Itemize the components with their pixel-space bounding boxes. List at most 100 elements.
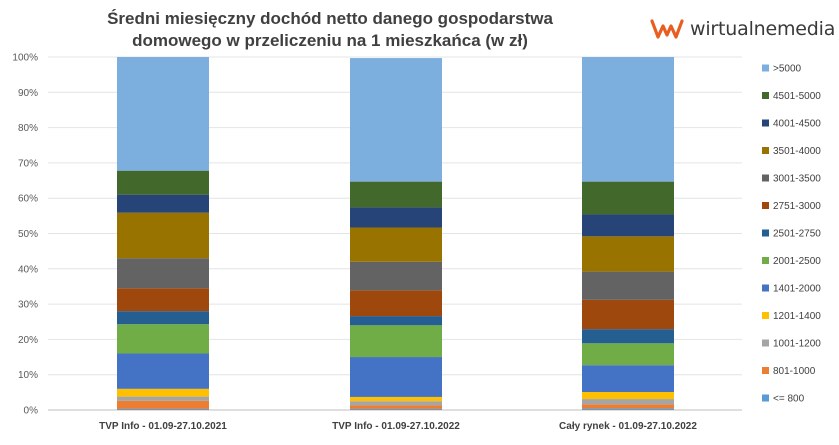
legend-label: 1401-2000: [773, 284, 821, 295]
y-tick-label: 10%: [18, 370, 38, 381]
bar-segment: [117, 396, 209, 401]
legend-swatch: [762, 257, 769, 264]
x-category-label: TVP Info - 01.09-27.10.2021: [99, 421, 227, 432]
bar-segment: [582, 299, 674, 330]
bar-segment: [582, 236, 674, 272]
x-category-label: TVP Info - 01.09-27.10.2022: [332, 421, 460, 432]
legend-item: 1401-2000: [762, 284, 821, 295]
bar-segment: [350, 181, 442, 208]
bar-segment: [350, 325, 442, 358]
legend-item: 1001-1200: [762, 339, 821, 350]
bar-segment: [350, 207, 442, 228]
legend-label: 3001-3500: [773, 174, 821, 185]
legend-label: 4501-5000: [773, 91, 821, 102]
bar-segment: [582, 329, 674, 344]
x-category-label: Cały rynek - 01.09-27.10.2022: [559, 421, 697, 432]
bar-segment: [117, 311, 209, 325]
bar-segment: [582, 404, 674, 409]
legend-item: 2751-3000: [762, 201, 821, 212]
bar-segment: [117, 170, 209, 195]
bar-segment: [350, 261, 442, 291]
legend-label: 3501-4000: [773, 146, 821, 157]
legend-swatch: [762, 92, 769, 99]
bar-segment: [117, 194, 209, 213]
legend-item: 3001-3500: [762, 174, 821, 185]
bars: [117, 57, 674, 410]
bar-segment: [582, 343, 674, 366]
chart-title: Średni miesięczny dochód netto danego go…: [40, 8, 620, 52]
y-tick-label: 70%: [18, 158, 38, 169]
legend-swatch: [762, 367, 769, 374]
y-axis: 0% 10% 20% 30% 40% 50% 60% 70% 80% 90% 100%: [12, 53, 38, 417]
legend-label: 2751-3000: [773, 201, 821, 212]
bar-segment: [582, 408, 674, 410]
chart-title-line-1: Średni miesięczny dochód netto danego go…: [107, 9, 553, 28]
legend-swatch: [762, 312, 769, 319]
y-tick-label: 40%: [18, 264, 38, 275]
legend-label: 1201-1400: [773, 311, 821, 322]
brand-name: wirtualnemedia: [690, 18, 836, 40]
y-tick-label: 50%: [18, 229, 38, 240]
bar-segment: [117, 408, 209, 410]
legend-label: 1001-1200: [773, 339, 821, 350]
y-tick-label: 80%: [18, 123, 38, 134]
y-tick-label: 60%: [18, 194, 38, 205]
bar-segment: [117, 400, 209, 409]
bar-segment: [582, 181, 674, 215]
legend-label: <= 800: [773, 394, 805, 405]
legend-item: <= 800: [762, 394, 805, 405]
legend-item: 2501-2750: [762, 229, 821, 240]
bar-segment: [350, 58, 442, 182]
legend-swatch: [762, 284, 769, 292]
legend-swatch: [762, 174, 769, 182]
legend-item: 4501-5000: [762, 91, 821, 102]
bar-segment: [350, 408, 442, 410]
bar-segment: [582, 214, 674, 237]
y-tick-label: 90%: [18, 88, 38, 99]
bar-segment: [350, 401, 442, 406]
x-axis: TVP Info - 01.09-27.10.2021 TVP Info - 01…: [99, 421, 697, 432]
legend-item: >5000: [762, 64, 802, 75]
legend-item: 2001-2500: [762, 256, 821, 267]
legend-item: 4001-4500: [762, 119, 821, 130]
legend-label: 2001-2500: [773, 256, 821, 267]
bar-segment: [350, 316, 442, 326]
legend-swatch: [762, 119, 769, 127]
legend-swatch: [762, 202, 769, 209]
bar-segment: [582, 271, 674, 300]
chart-title-line-2: domowego w przeliczeniu na 1 mieszkańca …: [132, 31, 528, 50]
bar-segment: [117, 353, 209, 389]
legend-label: 2501-2750: [773, 229, 821, 240]
legend-label: 4001-4500: [773, 119, 821, 130]
legend-swatch: [762, 229, 769, 237]
bar-segment: [117, 288, 209, 312]
bar-segment: [582, 57, 674, 182]
bar-stack: [350, 58, 442, 410]
legend-swatch: [762, 64, 769, 72]
legend: >5000 4501-5000 4001-4500 3501-4000 3001-350…: [762, 64, 821, 405]
legend-item: 801-1000: [762, 366, 816, 377]
bar-segment: [582, 399, 674, 405]
legend-swatch: [762, 339, 769, 347]
legend-label: 801-1000: [773, 366, 816, 377]
bar-segment: [582, 365, 674, 392]
y-tick-label: 30%: [18, 300, 38, 311]
bar-segment: [117, 57, 209, 171]
legend-swatch: [762, 394, 769, 402]
bar-segment: [582, 391, 674, 400]
bar-segment: [117, 388, 209, 397]
bar-segment: [117, 324, 209, 354]
y-tick-label: 20%: [18, 335, 38, 346]
y-tick-label: 100%: [12, 53, 38, 64]
bar-segment: [350, 357, 442, 397]
legend-label: >5000: [773, 64, 802, 75]
legend-item: 1201-1400: [762, 311, 821, 322]
bar-segment: [350, 227, 442, 262]
bar-segment: [350, 405, 442, 409]
bar-segment: [350, 290, 442, 317]
bar-stack: [117, 57, 209, 410]
bar-segment: [117, 212, 209, 259]
legend-item: 3501-4000: [762, 146, 821, 157]
legend-swatch: [762, 147, 769, 154]
